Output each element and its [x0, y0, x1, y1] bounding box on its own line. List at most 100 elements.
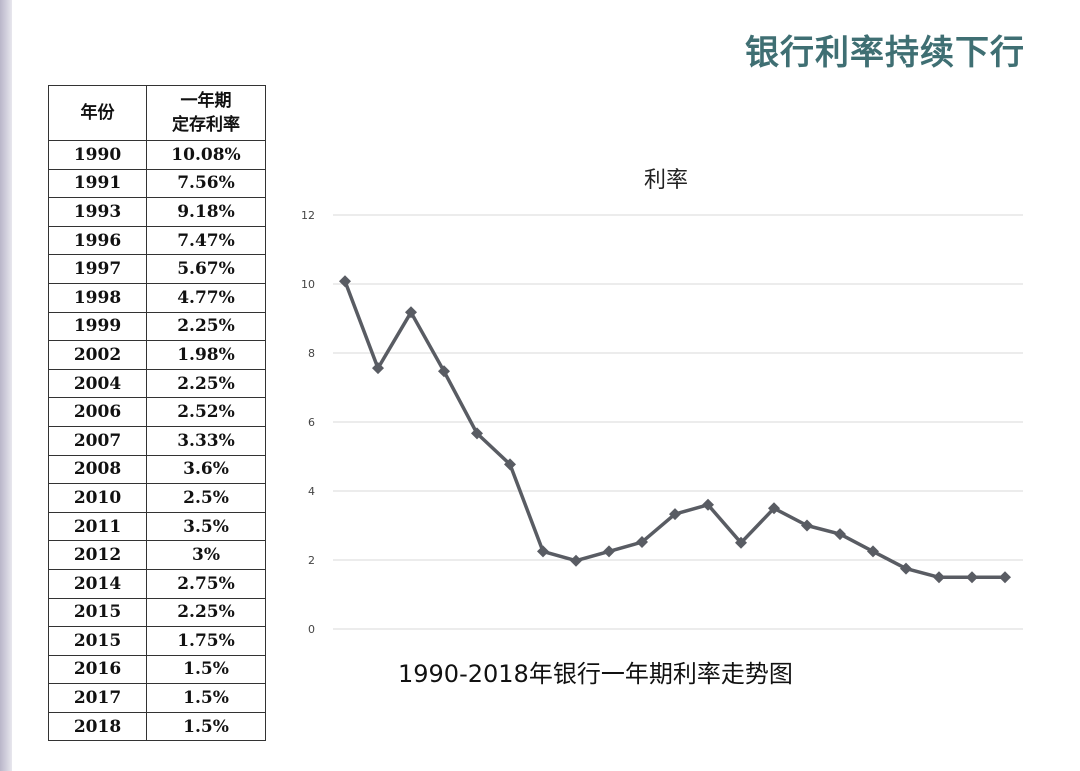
table-row: 2017 1.5% — [48, 683, 266, 713]
rate-cell: 3.33% — [146, 425, 266, 456]
year-cell: 2018 — [48, 711, 147, 742]
y-tick-label: 10 — [301, 278, 315, 291]
data-point — [372, 362, 384, 375]
rate-cell: 1.5% — [146, 654, 266, 685]
header-year: 年份 — [48, 85, 147, 141]
year-cell: 1990 — [48, 140, 147, 170]
year-cell: 1999 — [48, 311, 147, 342]
table-row: 1998 4.77% — [48, 282, 266, 313]
left-edge-strip — [0, 0, 12, 771]
rate-cell: 2.25% — [146, 597, 266, 628]
rate-cell: 1.75% — [146, 626, 266, 656]
table-row: 2010 2.5% — [48, 483, 266, 513]
rate-cell: 2.75% — [146, 568, 266, 599]
data-point — [636, 536, 648, 549]
table-row: 2007 3.33% — [48, 425, 266, 456]
table-row: 1993 9.18% — [48, 197, 266, 227]
y-tick-label: 12 — [301, 209, 315, 222]
data-point — [801, 519, 813, 532]
data-point — [537, 545, 549, 558]
rate-cell: 7.56% — [146, 168, 266, 199]
year-cell: 2004 — [48, 368, 147, 399]
rate-cell: 1.5% — [146, 711, 266, 742]
year-cell: 1998 — [48, 282, 147, 313]
data-point — [867, 545, 879, 558]
year-cell: 1993 — [48, 197, 147, 227]
year-cell: 2008 — [48, 454, 147, 485]
year-cell: 2007 — [48, 425, 147, 456]
chart-caption: 1990-2018年银行一年期利率走势图 — [398, 660, 793, 688]
year-cell: 2016 — [48, 654, 147, 685]
page-title: 银行利率持续下行 — [745, 33, 1025, 73]
rate-cell: 2.25% — [146, 368, 266, 399]
table-row: 2015 2.25% — [48, 597, 266, 628]
y-tick-label: 0 — [308, 623, 315, 636]
year-cell: 2015 — [48, 626, 147, 656]
y-tick-label: 2 — [308, 554, 315, 567]
table-row: 2004 2.25% — [48, 368, 266, 399]
data-point — [339, 275, 351, 288]
table-row: 1996 7.47% — [48, 225, 266, 256]
rate-cell: 7.47% — [146, 225, 266, 256]
data-point — [834, 528, 846, 541]
rate-cell: 3.6% — [146, 454, 266, 485]
table-row: 1997 5.67% — [48, 254, 266, 284]
line-chart: 利率 0 2 4 6 8 10 12 — [301, 168, 1023, 636]
data-point — [603, 545, 615, 558]
y-tick-label: 4 — [308, 485, 315, 498]
year-cell: 1996 — [48, 225, 147, 256]
rate-cell: 10.08% — [146, 140, 266, 170]
table-row: 2012 3% — [48, 540, 266, 570]
year-cell: 2011 — [48, 511, 147, 542]
table-body: 1990 10.08% 1991 7.56% 1993 9.18% 1996 7.47% 199… — [48, 140, 266, 742]
table-row: 1999 2.25% — [48, 311, 266, 342]
table-row: 1991 7.56% — [48, 168, 266, 199]
table-row: 2015 1.75% — [48, 626, 266, 656]
rate-cell: 2.25% — [146, 311, 266, 342]
year-cell: 2012 — [48, 540, 147, 570]
year-cell: 2010 — [48, 483, 147, 513]
y-tick-label: 6 — [308, 416, 315, 429]
header-rate: 一年期 定存利率 — [146, 85, 266, 141]
rate-cell: 1.5% — [146, 683, 266, 713]
table-row: 2014 2.75% — [48, 568, 266, 599]
rate-cell: 5.67% — [146, 254, 266, 284]
table-row: 2011 3.5% — [48, 511, 266, 542]
year-cell: 2006 — [48, 397, 147, 427]
table-row: 2008 3.6% — [48, 454, 266, 485]
data-point — [768, 502, 780, 515]
year-cell: 2014 — [48, 568, 147, 599]
year-cell: 1991 — [48, 168, 147, 199]
chart-title: 利率 — [644, 168, 688, 193]
data-point — [933, 571, 945, 584]
rate-cell: 3.5% — [146, 511, 266, 542]
data-point — [999, 571, 1011, 584]
y-tick-label: 8 — [308, 347, 315, 360]
rate-cell: 2.52% — [146, 397, 266, 427]
data-point — [504, 458, 516, 471]
rate-table: 年份 一年期 定存利率 1990 10.08% 1991 7.56% 1993 9.18%… — [48, 85, 266, 742]
data-point — [669, 508, 681, 521]
table-row: 2006 2.52% — [48, 397, 266, 427]
data-point — [966, 571, 978, 584]
rate-cell: 9.18% — [146, 197, 266, 227]
year-cell: 1997 — [48, 254, 147, 284]
table-row: 2016 1.5% — [48, 654, 266, 685]
data-point — [405, 306, 417, 319]
year-cell: 2017 — [48, 683, 147, 713]
data-point — [702, 498, 714, 511]
series-line — [343, 280, 1005, 580]
data-point — [735, 536, 747, 549]
table-row: 1990 10.08% — [48, 140, 266, 170]
table-row: 2018 1.5% — [48, 711, 266, 742]
rate-cell: 3% — [146, 540, 266, 570]
table-header-row: 年份 一年期 定存利率 — [48, 85, 266, 141]
data-point — [471, 427, 483, 440]
data-point — [438, 365, 450, 378]
rate-cell: 2.5% — [146, 483, 266, 513]
data-point — [900, 562, 912, 575]
year-cell: 2002 — [48, 340, 147, 370]
year-cell: 2015 — [48, 597, 147, 628]
rate-cell: 1.98% — [146, 340, 266, 370]
rate-cell: 4.77% — [146, 282, 266, 313]
